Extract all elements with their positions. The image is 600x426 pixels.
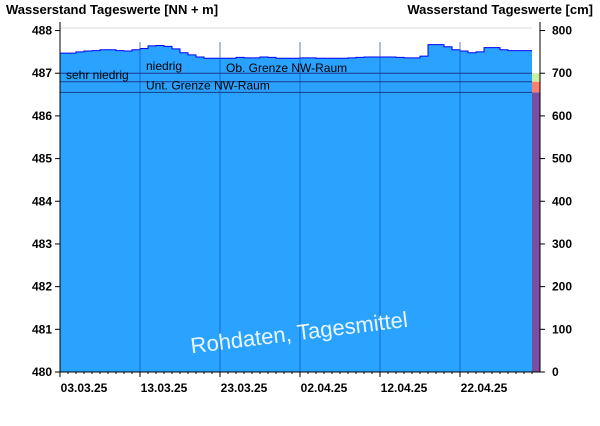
threshold-label: niedrig: [146, 59, 182, 73]
water-level-line: [60, 44, 532, 59]
y-tick-label: 480: [32, 365, 52, 379]
threshold-label: sehr niedrig: [66, 68, 129, 82]
band-nw-range: [532, 92, 540, 373]
y-tick-label: 485: [32, 152, 52, 166]
x-tick-label: 02.04.25: [301, 381, 348, 395]
threshold-label: Unt. Grenze NW-Raum: [146, 78, 270, 92]
y-tick-label: 484: [32, 194, 52, 208]
y-right-tick-label: 800: [552, 24, 572, 38]
y-tick-label: 488: [32, 24, 52, 38]
x-tick-label: 22.04.25: [461, 381, 508, 395]
x-tick-label: 13.03.25: [141, 381, 188, 395]
right-axis-title: Wasserstand Tageswerte [cm]: [407, 2, 593, 17]
y-tick-label: 487: [32, 66, 52, 80]
y-tick-label: 486: [32, 109, 52, 123]
y-tick-label: 482: [32, 280, 52, 294]
y-tick-label: 481: [32, 322, 52, 336]
y-right-tick-label: 200: [552, 280, 572, 294]
water-level-area: [60, 44, 532, 373]
x-tick-label: 23.03.25: [221, 381, 268, 395]
left-axis-title: Wasserstand Tageswerte [NN + m]: [6, 2, 218, 17]
threshold-label: Ob. Grenze NW-Raum: [226, 61, 347, 75]
y-right-tick-label: 600: [552, 109, 572, 123]
y-right-tick-label: 0: [552, 365, 559, 379]
y-right-tick-label: 300: [552, 237, 572, 251]
x-tick-label: 03.03.25: [61, 381, 108, 395]
band-high: [532, 22, 540, 74]
y-right-tick-label: 100: [552, 322, 572, 336]
y-tick-label: 483: [32, 237, 52, 251]
y-right-tick-label: 700: [552, 66, 572, 80]
y-right-tick-label: 500: [552, 152, 572, 166]
y-right-tick-label: 400: [552, 194, 572, 208]
band-very-low: [532, 81, 540, 93]
x-tick-label: 12.04.25: [381, 381, 428, 395]
band-low: [532, 73, 540, 82]
